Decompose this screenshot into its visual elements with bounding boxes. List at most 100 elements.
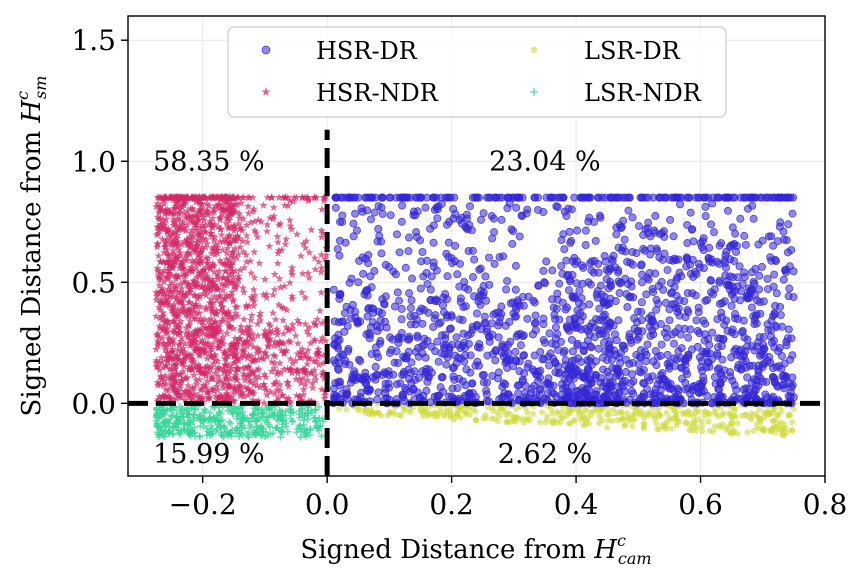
point-lsr-dr [571, 417, 578, 424]
point-hsr-ndr [188, 225, 197, 234]
point-hsr-ndr [223, 197, 232, 205]
point-hsr-dr [557, 236, 566, 245]
point-hsr-dr [413, 333, 422, 342]
point-lsr-ndr [308, 409, 316, 417]
point-hsr-ndr [223, 244, 232, 252]
point-lsr-dr [524, 409, 531, 416]
point-hsr-ndr [288, 320, 297, 329]
point-hsr-ndr [235, 234, 244, 242]
point-hsr-dr [512, 332, 521, 341]
point-hsr-dr [505, 199, 514, 208]
point-lsr-ndr [186, 419, 194, 427]
point-hsr-dr [702, 363, 711, 372]
point-hsr-ndr [311, 320, 320, 329]
point-hsr-ndr [185, 365, 193, 374]
point-hsr-dr [636, 193, 645, 202]
point-hsr-ndr [172, 281, 181, 290]
point-hsr-ndr [235, 209, 244, 218]
point-hsr-dr [575, 286, 584, 295]
point-lsr-dr [756, 414, 763, 421]
point-hsr-ndr [214, 343, 223, 351]
point-lsr-dr [645, 409, 652, 416]
point-hsr-ndr [177, 298, 186, 307]
point-hsr-ndr [201, 347, 210, 356]
point-hsr-dr [682, 262, 691, 271]
point-hsr-dr [593, 193, 602, 202]
point-hsr-ndr [214, 275, 223, 283]
point-hsr-ndr [250, 247, 259, 256]
point-hsr-ndr [204, 341, 212, 350]
point-hsr-ndr [286, 337, 295, 346]
point-hsr-ndr [169, 221, 178, 229]
point-hsr-ndr [153, 329, 162, 338]
point-hsr-dr [570, 314, 579, 323]
point-hsr-dr [407, 296, 416, 305]
point-hsr-ndr [169, 335, 178, 343]
point-lsr-ndr [213, 411, 221, 419]
point-hsr-ndr [198, 393, 207, 401]
point-hsr-ndr [311, 265, 320, 273]
point-hsr-dr [422, 386, 431, 395]
point-hsr-dr [471, 361, 480, 370]
point-hsr-dr [750, 320, 759, 329]
point-hsr-dr [368, 318, 377, 327]
point-hsr-ndr [170, 376, 179, 385]
point-hsr-dr [500, 389, 509, 398]
point-lsr-dr [730, 429, 737, 436]
point-hsr-dr [680, 297, 689, 306]
point-hsr-ndr [161, 345, 170, 354]
point-hsr-ndr [215, 292, 224, 301]
point-lsr-ndr [262, 413, 270, 421]
point-lsr-dr [698, 427, 706, 434]
point-hsr-dr [708, 290, 717, 299]
point-hsr-dr [464, 339, 473, 348]
point-hsr-ndr [224, 232, 233, 240]
point-hsr-ndr [219, 363, 228, 372]
point-hsr-dr [637, 298, 646, 307]
point-lsr-dr [582, 420, 589, 427]
point-hsr-dr [459, 303, 468, 312]
point-lsr-ndr [186, 425, 194, 433]
point-hsr-ndr [282, 323, 291, 331]
point-hsr-ndr [320, 394, 329, 402]
point-lsr-ndr [157, 425, 165, 433]
point-hsr-ndr [277, 346, 286, 354]
point-hsr-ndr [162, 361, 171, 370]
point-lsr-ndr [217, 429, 225, 436]
point-hsr-dr [484, 397, 493, 406]
point-hsr-ndr [229, 324, 238, 332]
point-hsr-dr [398, 391, 407, 400]
point-hsr-ndr [166, 381, 175, 389]
point-hsr-dr [331, 203, 340, 212]
point-hsr-dr [374, 224, 383, 233]
point-hsr-dr [634, 326, 643, 335]
point-hsr-ndr [220, 281, 229, 289]
point-hsr-dr [483, 351, 492, 360]
point-hsr-dr [684, 308, 693, 317]
point-hsr-ndr [190, 330, 199, 338]
point-hsr-dr [519, 351, 528, 360]
point-lsr-ndr [249, 412, 256, 419]
point-hsr-ndr [191, 346, 200, 355]
point-hsr-ndr [240, 347, 249, 356]
point-hsr-ndr [175, 324, 184, 333]
point-hsr-dr [731, 310, 740, 319]
point-lsr-ndr [230, 403, 238, 411]
point-hsr-ndr [203, 272, 212, 280]
point-hsr-dr [530, 319, 539, 328]
point-hsr-dr [665, 316, 674, 325]
point-hsr-ndr [155, 193, 164, 201]
point-hsr-dr [746, 289, 755, 298]
point-hsr-dr [713, 351, 722, 360]
point-hsr-ndr [270, 337, 279, 346]
point-hsr-dr [345, 360, 354, 369]
point-hsr-ndr [173, 231, 182, 239]
point-hsr-ndr [164, 269, 173, 277]
point-lsr-dr [472, 416, 480, 423]
point-hsr-dr [501, 358, 510, 367]
point-lsr-dr [624, 414, 632, 421]
point-hsr-dr [503, 276, 512, 285]
point-hsr-ndr [217, 230, 226, 239]
point-hsr-ndr [157, 353, 166, 362]
point-lsr-dr [431, 413, 438, 420]
